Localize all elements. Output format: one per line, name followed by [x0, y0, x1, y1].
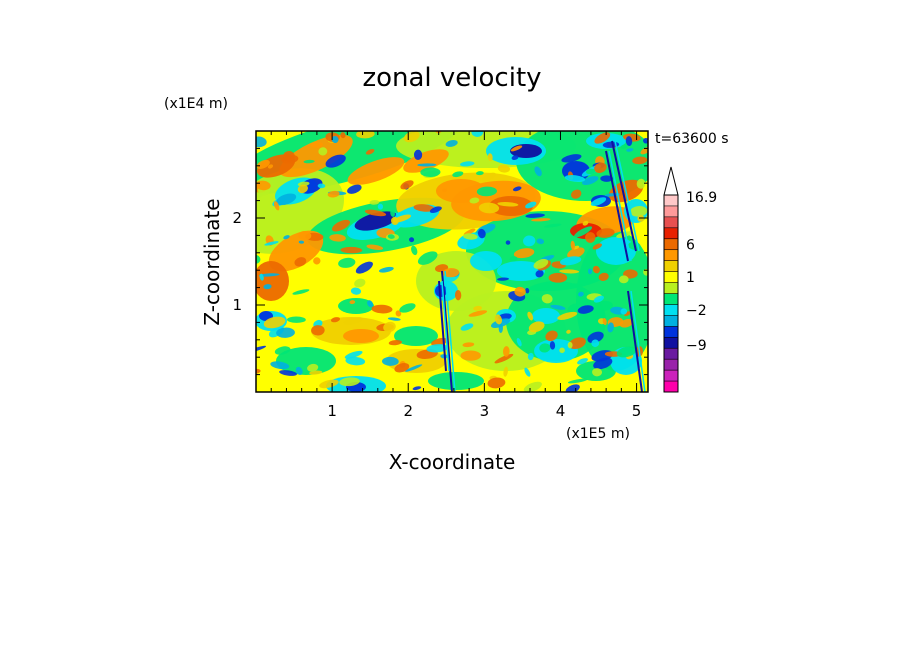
plot-frame — [255, 130, 649, 393]
field-patch — [338, 298, 374, 314]
colorbar: 16.9 6 1 −2 −9 — [663, 166, 717, 393]
colorbar-swatch — [664, 249, 678, 261]
x-tick-label: 5 — [632, 402, 642, 420]
colorbar-swatch — [664, 337, 678, 349]
field-patch — [256, 261, 289, 301]
field-patch — [428, 372, 484, 390]
field-patch — [497, 261, 545, 281]
x-tick-label: 4 — [556, 402, 566, 420]
velocity-field — [256, 131, 648, 392]
wave-streak — [627, 290, 643, 392]
colorbar-swatch — [664, 304, 678, 316]
y-axis-label: Z-coordinate — [200, 198, 224, 325]
colorbar-label: −2 — [686, 303, 707, 319]
colorbar-swatch — [664, 381, 678, 393]
colorbar-swatch — [664, 195, 678, 207]
x-tick-label: 3 — [480, 402, 490, 420]
axis-ticks: 1 2 3 4 5 1 2 — [232, 131, 648, 420]
colorbar-label: −9 — [686, 338, 707, 354]
colorbar-label: 6 — [686, 237, 695, 253]
colorbar-swatch — [664, 216, 678, 229]
y-scale-label: (x1E4 m) — [164, 96, 228, 112]
colorbar-extend-arrow — [663, 166, 679, 196]
chart-title: zonal velocity — [362, 63, 541, 93]
wave-streak — [441, 270, 453, 392]
wave-streak — [438, 280, 447, 372]
x-scale-label: (x1E5 m) — [566, 426, 630, 442]
field-patch — [347, 157, 405, 185]
field-patch — [470, 251, 502, 271]
field-patch — [532, 308, 560, 324]
field-patch — [596, 237, 636, 265]
colorbar-swatch — [664, 359, 678, 371]
field-patch — [436, 179, 486, 203]
colorbar-label: 16.9 — [686, 190, 717, 206]
field-patch — [268, 230, 324, 272]
colorbar-swatch — [664, 260, 678, 272]
colorbar-swatch — [664, 271, 678, 283]
colorbar-swatch — [664, 205, 678, 218]
field-patch — [279, 134, 353, 178]
colorbar-swatch — [664, 282, 678, 294]
time-label: t=63600 s — [655, 131, 729, 147]
x-tick-label: 1 — [327, 402, 337, 420]
colorbar-swatch — [664, 238, 678, 251]
colorbar-swatch — [664, 326, 678, 338]
colorbar-swatch — [664, 293, 678, 305]
field-patch — [394, 326, 438, 346]
colorbar-swatch — [664, 370, 678, 382]
x-axis-label: X-coordinate — [389, 450, 516, 474]
plot-area — [255, 130, 649, 393]
x-tick-label: 2 — [403, 402, 413, 420]
colorbar-label: 1 — [686, 270, 695, 286]
wave-streak — [611, 140, 637, 252]
y-tick-label: 1 — [232, 296, 242, 314]
field-patch — [403, 149, 449, 173]
wave-streak — [605, 150, 629, 262]
colorbar-swatch — [664, 348, 678, 360]
y-tick-label: 2 — [232, 209, 242, 227]
colorbar-swatch — [664, 315, 678, 327]
field-patch — [276, 347, 336, 375]
colorbar-swatch — [664, 227, 678, 240]
field-patch — [354, 211, 398, 231]
field-patch — [343, 329, 379, 343]
